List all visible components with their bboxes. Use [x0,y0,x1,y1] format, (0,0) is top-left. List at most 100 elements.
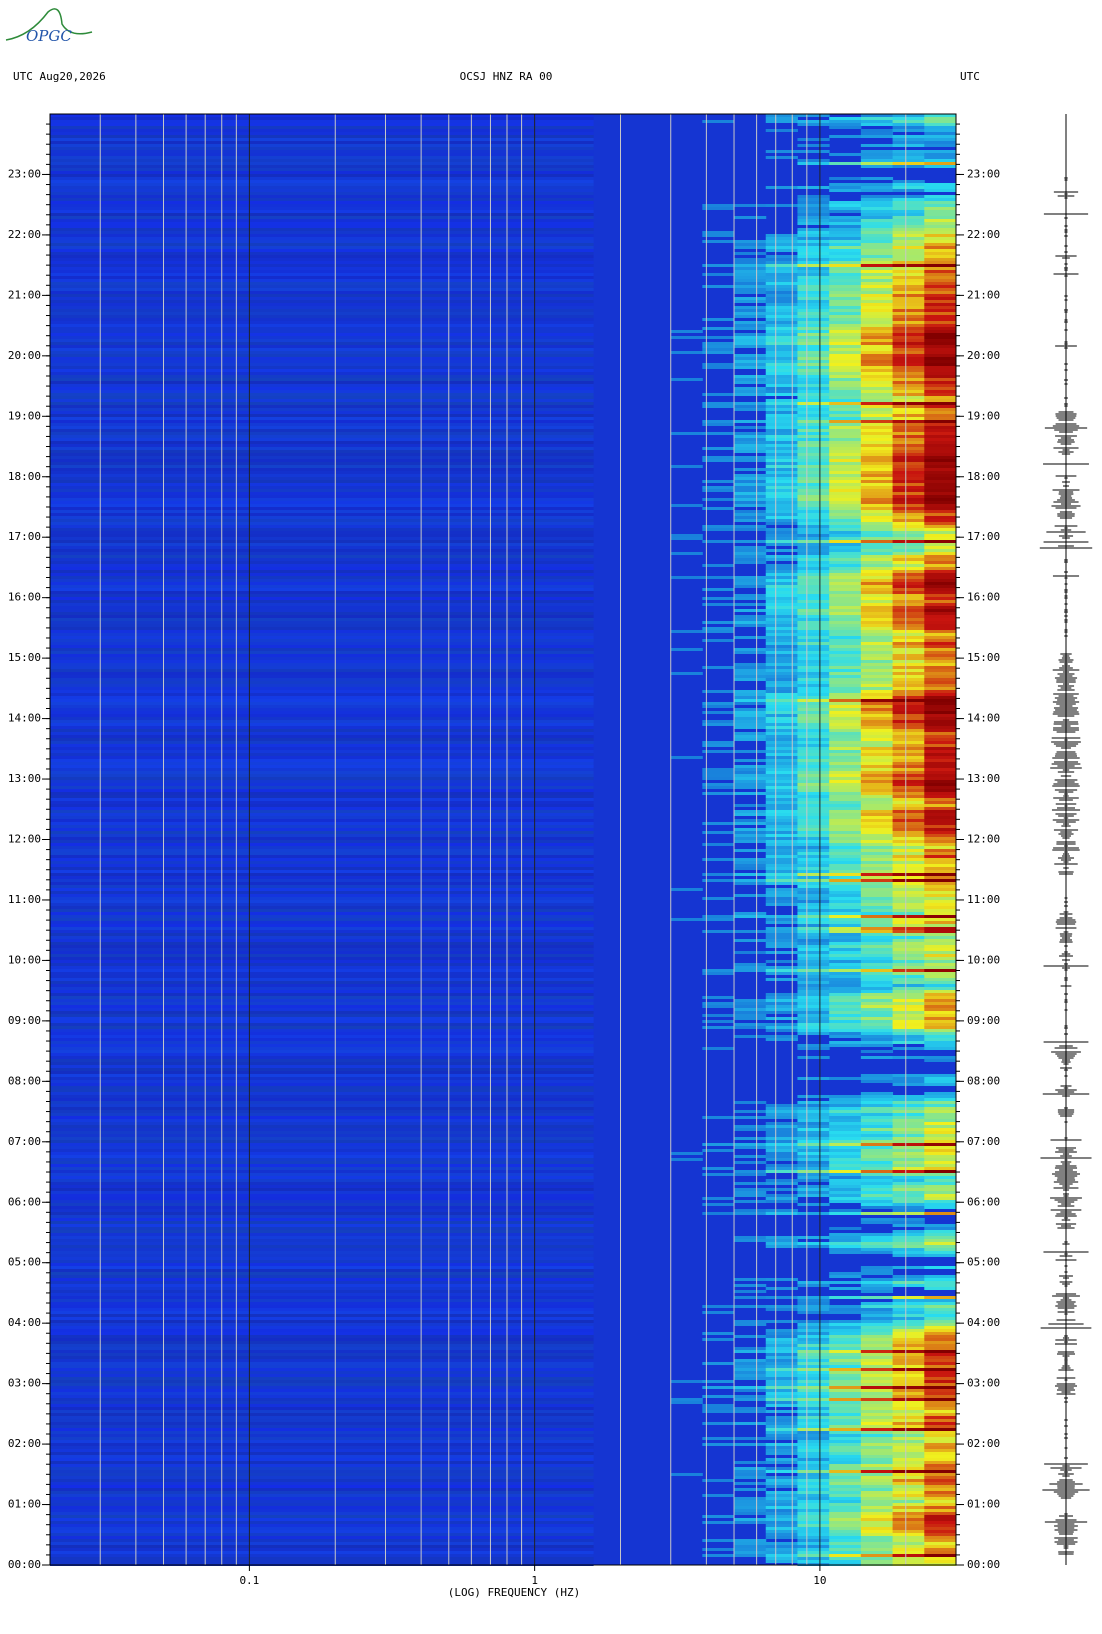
spectrogram-row [50,639,594,642]
spectrogram-row [50,1488,594,1491]
spectrogram-cell [734,963,767,966]
spectrogram-cell [765,858,798,861]
spectrogram-cell [860,726,894,729]
spectrogram-row [50,1242,594,1245]
spectrogram-cell [797,186,830,189]
spectrogram-cell [829,447,862,450]
spectrogram-cell [892,1500,925,1503]
spectrogram-cell [892,1242,925,1245]
spectrogram-cell [924,939,957,942]
spectrogram-cell [829,855,862,858]
spectrogram-cell [702,969,735,972]
spectrogram-cell [892,486,925,489]
spectrogram-cell [797,1023,830,1026]
spectrogram-cell [702,744,735,747]
y-tick-label: 17:00 [8,530,41,543]
spectrogram-cell [829,1431,862,1434]
spectrogram-cell [892,354,925,357]
spectrogram-cell [924,864,957,867]
spectrogram-cell [829,432,862,435]
spectrogram-cell [702,540,735,543]
spectrogram-cell [829,942,862,945]
spectrogram-cell [765,1038,798,1041]
spectrogram-cell [734,480,767,483]
spectrogram-cell [860,1542,894,1545]
spectrogram-cell [860,729,894,732]
spectrogram-row [50,978,594,981]
spectrogram-row [50,171,594,174]
spectrogram-cell [702,489,735,492]
spectrogram-cell [765,786,798,789]
spectrogram-cell [797,1203,830,1206]
spectrogram-cell [892,879,925,882]
spectrogram-row [50,1206,594,1209]
spectrogram-row [50,1020,594,1023]
spectrogram-cell [829,1518,862,1521]
spectrogram-cell [860,1290,894,1293]
spectrogram-cell [892,1416,925,1419]
spectrogram-cell [734,1473,767,1476]
spectrogram-row [50,633,594,636]
spectrogram-cell [860,870,894,873]
spectrogram-row [50,1083,594,1086]
spectrogram-cell [702,930,735,933]
spectrogram-cell [924,1410,957,1413]
spectrogram-cell [734,873,767,876]
spectrogram-cell [860,486,894,489]
spectrogram-cell [892,702,925,705]
spectrogram-cell [829,1191,862,1194]
spectrogram-cell [765,243,798,246]
spectrogram-cell [860,936,894,939]
spectrogram-cell [765,120,798,123]
spectrogram-row [50,1314,594,1317]
spectrogram-cell [829,627,862,630]
spectrogram-cell [702,603,735,606]
spectrogram-cell [829,561,862,564]
spectrogram-cell [924,357,957,360]
spectrogram-row [50,141,594,144]
spectrogram-cell [892,798,925,801]
spectrogram-cell [829,1494,862,1497]
spectrogram-cell [797,465,830,468]
spectrogram-cell [829,1404,862,1407]
spectrogram-cell [829,1548,862,1551]
spectrogram-row [50,588,594,591]
spectrogram-row [50,612,594,615]
spectrogram-cell [860,531,894,534]
spectrogram-cell [924,1323,957,1326]
title-left: UTC Aug20,2026 [13,70,106,83]
spectrogram-cell [797,951,830,954]
spectrogram-cell [797,972,830,975]
spectrogram-cell [860,429,894,432]
spectrogram-row [50,1473,594,1476]
spectrogram-row [50,309,594,312]
spectrogram-cell [797,765,830,768]
spectrogram-cell [797,345,830,348]
spectrogram-cell [860,1161,894,1164]
spectrogram-cell [765,246,798,249]
spectrogram-cell [829,807,862,810]
spectrogram-cell [924,870,957,873]
spectrogram-cell [860,1461,894,1464]
spectrogram-cell [860,693,894,696]
spectrogram-cell [860,654,894,657]
spectrogram-cell [924,720,957,723]
spectrogram-cell [892,156,925,159]
spectrogram-cell [829,255,862,258]
spectrogram-cell [892,1194,925,1197]
spectrogram-cell [924,579,957,582]
spectrogram-cell [702,366,735,369]
spectrogram-cell [765,414,798,417]
spectrogram-cell [702,240,735,243]
spectrogram-cell [797,1404,830,1407]
spectrogram-row [50,1008,594,1011]
spectrogram-row [50,594,594,597]
spectrogram-cell [765,783,798,786]
spectrogram-cell [860,672,894,675]
spectrogram-row [50,1005,594,1008]
spectrogram-cell [734,672,767,675]
spectrogram-cell [924,1527,957,1530]
spectrogram-row [50,1017,594,1020]
spectrogram-row [50,114,594,117]
spectrogram-cell [734,1374,767,1377]
